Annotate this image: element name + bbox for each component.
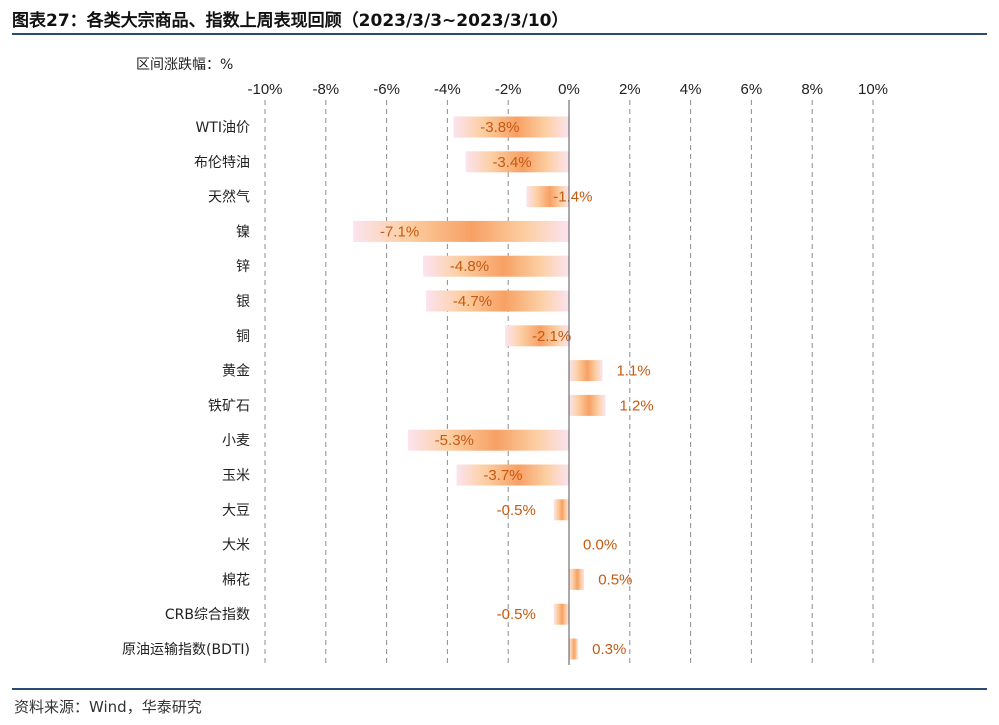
value-label: 0.0% (583, 537, 617, 554)
value-label: -5.3% (435, 432, 474, 449)
value-label: -3.4% (492, 154, 531, 171)
category-label: 玉米 (222, 468, 250, 484)
grid-layer (264, 100, 874, 665)
bar (465, 151, 569, 173)
x-tick-label: -4% (434, 81, 461, 98)
value-label: -2.1% (532, 328, 571, 345)
bottom-rule (12, 688, 987, 690)
tick-layer: -10% -8% -6% -4% -2% 0% 2% 4% 6% 8% 10% (247, 81, 888, 98)
category-label: 铜 (236, 329, 250, 345)
bar (407, 429, 569, 451)
bar (453, 116, 569, 138)
bar-layer (353, 116, 606, 660)
bar (569, 568, 585, 590)
x-tick-label: -10% (247, 81, 282, 98)
category-label: 黄金 (222, 363, 250, 380)
category-label: 镍 (236, 224, 250, 240)
category-label: 布伦特油 (194, 155, 250, 171)
x-tick-label: 6% (741, 81, 763, 98)
category-label: WTI油价 (195, 120, 250, 136)
category-label: 天然气 (208, 189, 250, 206)
x-tick-label: 10% (858, 81, 888, 98)
bar (505, 325, 569, 347)
unit-label: 区间涨跌幅：% (136, 57, 234, 73)
category-label: 棉花 (222, 571, 250, 588)
value-label-layer: -3.8% -3.4% -1.4% -7.1% -4.8% -4.7% -2.1% 1.1% 1… (380, 119, 654, 658)
category-label: 大米 (222, 538, 250, 554)
value-label: 1.2% (619, 397, 653, 414)
value-label: -3.8% (480, 119, 519, 136)
bar (353, 220, 569, 242)
category-label: 原油运输指数(BDTI) (122, 642, 250, 658)
source-note: 资料来源：Wind，华泰研究 (14, 698, 202, 716)
bar (569, 394, 606, 416)
x-tick-label: -8% (312, 81, 339, 98)
top-rule (12, 33, 987, 35)
value-label: -7.1% (380, 223, 419, 240)
category-label: 银 (236, 294, 250, 310)
value-label: -4.7% (453, 293, 492, 310)
value-label: -1.4% (553, 189, 592, 206)
bar (553, 499, 569, 521)
bar (423, 255, 569, 277)
figure-title: 图表27：各类大宗商品、指数上周表现回顾（2023/3/3~2023/3/10） (12, 11, 569, 31)
value-label: -3.7% (483, 467, 522, 484)
x-tick-label: 0% (558, 81, 580, 98)
bar (426, 290, 569, 312)
category-label: 小麦 (222, 433, 250, 449)
category-label: 大豆 (222, 503, 250, 519)
x-tick-label: 8% (801, 81, 823, 98)
bar (526, 186, 569, 208)
bar (569, 638, 579, 660)
bar (569, 360, 603, 382)
value-label: 1.1% (616, 363, 650, 380)
value-label: -0.5% (497, 502, 536, 519)
x-tick-label: 2% (619, 81, 641, 98)
category-label: 锌 (236, 259, 250, 275)
value-label: 0.5% (598, 571, 632, 588)
x-tick-label: -6% (373, 81, 400, 98)
bar (456, 464, 569, 486)
bar (553, 603, 569, 625)
category-label: 铁矿石 (208, 398, 250, 414)
value-label: -4.8% (450, 258, 489, 275)
x-tick-label: 4% (680, 81, 702, 98)
value-label: 0.3% (592, 641, 626, 658)
category-label: CRB综合指数 (165, 607, 250, 623)
value-label: -0.5% (497, 606, 536, 623)
x-tick-label: -2% (495, 81, 522, 98)
